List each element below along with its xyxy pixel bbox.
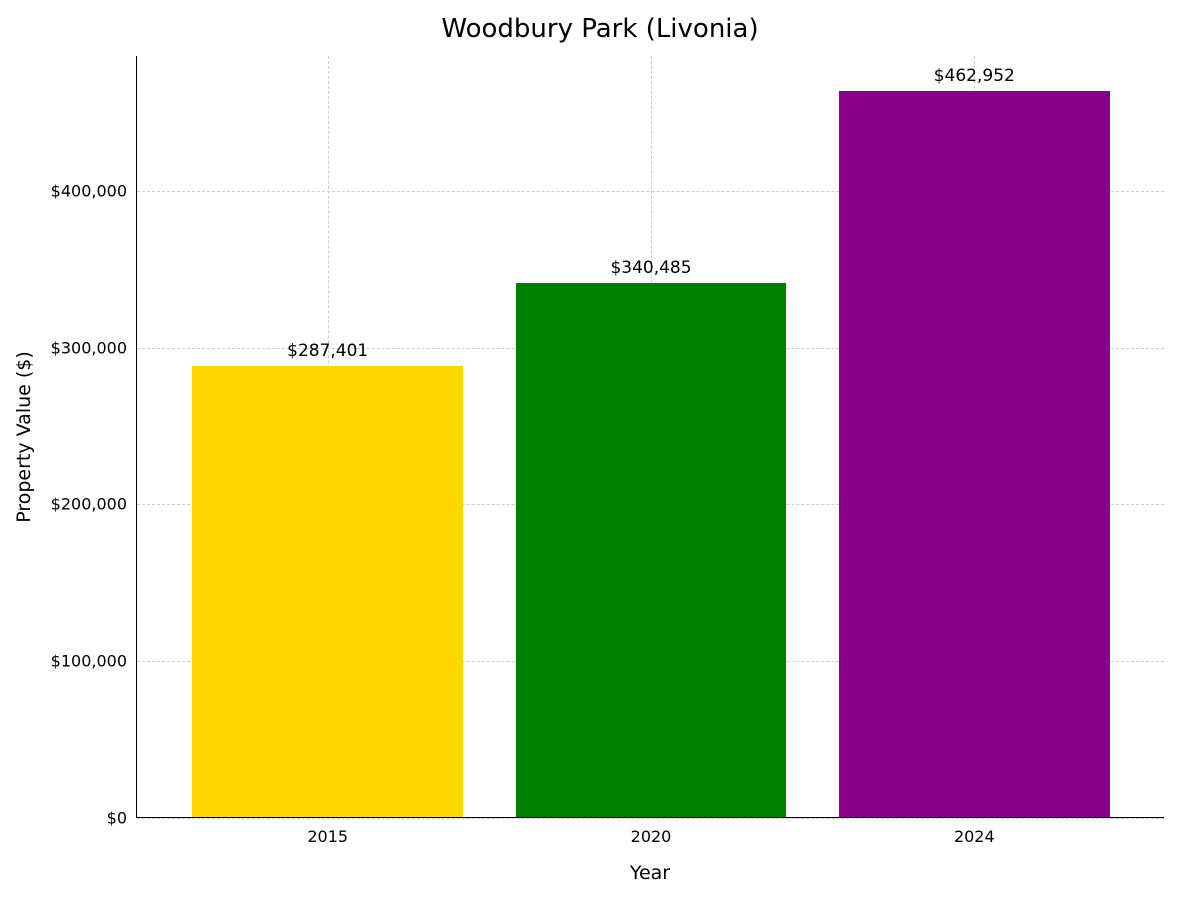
bar	[192, 366, 463, 817]
x-tick-label: 2024	[954, 817, 995, 846]
plot-area: $0$100,000$200,000$300,000$400,0002015$2…	[136, 56, 1164, 818]
x-tick-label: 2015	[307, 817, 348, 846]
y-tick-label: $300,000	[51, 338, 137, 357]
y-axis-label: Property Value ($)	[13, 351, 35, 523]
bar	[516, 283, 787, 817]
y-tick-label: $200,000	[51, 495, 137, 514]
y-tick-label: $400,000	[51, 181, 137, 200]
x-axis-label: Year	[136, 862, 1164, 884]
y-tick-label: $100,000	[51, 652, 137, 671]
x-tick-label: 2020	[631, 817, 672, 846]
y-tick-label: $0	[107, 809, 137, 828]
bar-value-label: $462,952	[934, 66, 1015, 92]
bar	[839, 91, 1110, 817]
chart-title: Woodbury Park (Livonia)	[0, 14, 1200, 44]
bar-value-label: $340,485	[610, 258, 691, 284]
bar-value-label: $287,401	[287, 341, 368, 367]
chart-container: Woodbury Park (Livonia) Property Value (…	[0, 0, 1200, 900]
